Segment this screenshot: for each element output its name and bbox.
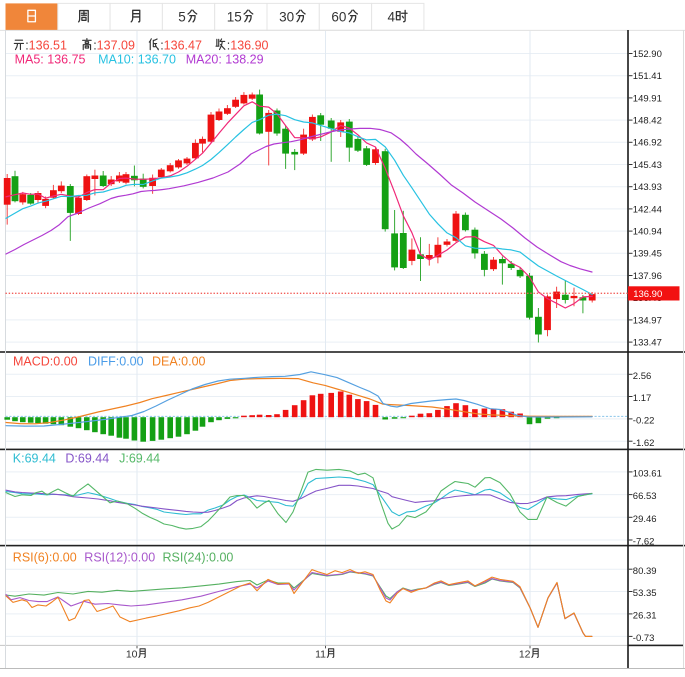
- svg-text:30: 30: [279, 10, 294, 25]
- svg-text:12: 12: [519, 648, 531, 660]
- svg-text:149.91: 149.91: [633, 93, 662, 104]
- svg-text:RSI(24):0.00: RSI(24):0.00: [163, 551, 234, 565]
- svg-text:MACD:0.00: MACD:0.00: [13, 355, 78, 369]
- svg-text:MA5: 136.75: MA5: 136.75: [15, 53, 86, 67]
- svg-text:146.92: 146.92: [633, 138, 662, 149]
- svg-text:152.90: 152.90: [633, 49, 662, 60]
- svg-text:5: 5: [178, 10, 186, 25]
- svg-text:RSI(6):0.00: RSI(6):0.00: [13, 551, 77, 565]
- svg-text:-7.62: -7.62: [633, 537, 655, 548]
- svg-text::136.90: :136.90: [227, 38, 269, 52]
- svg-text:MA20: 138.29: MA20: 138.29: [186, 53, 264, 67]
- svg-text:133.47: 133.47: [633, 338, 662, 349]
- svg-text:80.39: 80.39: [633, 566, 657, 577]
- svg-text:2.56: 2.56: [633, 371, 652, 382]
- svg-text:60: 60: [331, 10, 346, 25]
- svg-text:66.53: 66.53: [633, 491, 657, 502]
- svg-text:-0.73: -0.73: [633, 633, 655, 644]
- svg-text::136.47: :136.47: [160, 38, 202, 52]
- svg-text:4: 4: [387, 10, 395, 25]
- svg-text:1.17: 1.17: [633, 393, 652, 404]
- svg-text:11: 11: [315, 648, 326, 660]
- svg-text:148.42: 148.42: [633, 116, 662, 127]
- svg-text:26.31: 26.31: [633, 611, 657, 622]
- svg-text:MA10: 136.70: MA10: 136.70: [98, 53, 176, 67]
- svg-text:134.97: 134.97: [633, 315, 662, 326]
- svg-text:-0.22: -0.22: [633, 416, 655, 427]
- svg-text:DIFF:0.00: DIFF:0.00: [88, 355, 144, 369]
- svg-text:136.90: 136.90: [633, 289, 662, 300]
- svg-text:151.41: 151.41: [633, 71, 662, 82]
- svg-text:137.96: 137.96: [633, 271, 662, 282]
- svg-text:103.61: 103.61: [633, 469, 662, 480]
- svg-text:140.94: 140.94: [633, 227, 662, 238]
- svg-text::137.09: :137.09: [93, 38, 135, 52]
- svg-text:DEA:0.00: DEA:0.00: [152, 355, 206, 369]
- svg-text:145.43: 145.43: [633, 160, 662, 171]
- svg-text::136.51: :136.51: [25, 38, 67, 52]
- svg-text:15: 15: [227, 10, 242, 25]
- svg-text:K:69.44: K:69.44: [13, 452, 56, 466]
- svg-text:142.44: 142.44: [633, 204, 662, 215]
- svg-text:J:69.44: J:69.44: [119, 452, 160, 466]
- svg-text:53.35: 53.35: [633, 588, 657, 599]
- svg-text:29.46: 29.46: [633, 514, 657, 525]
- svg-text:143.93: 143.93: [633, 182, 662, 193]
- svg-text:D:69.44: D:69.44: [65, 452, 109, 466]
- svg-text:139.45: 139.45: [633, 249, 662, 260]
- svg-text:RSI(12):0.00: RSI(12):0.00: [84, 551, 155, 565]
- svg-text:10: 10: [126, 648, 138, 660]
- svg-text:-1.62: -1.62: [633, 438, 655, 449]
